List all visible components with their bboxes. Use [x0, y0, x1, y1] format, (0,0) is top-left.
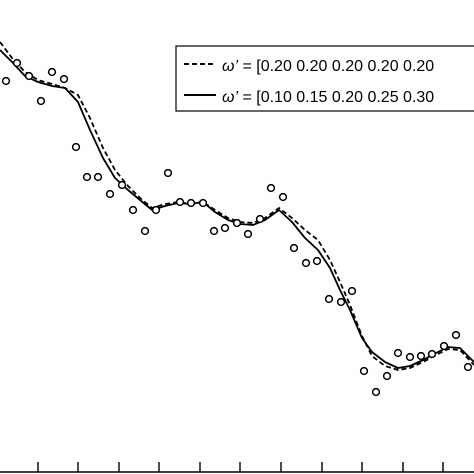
- data-point: [105, 189, 115, 199]
- x-axis: [0, 462, 474, 473]
- legend-text-dashed: = [0.20 0.20 0.20 0.20 0.20: [238, 58, 434, 75]
- data-point: [289, 243, 299, 253]
- data-point: [359, 366, 369, 376]
- data-point: [336, 297, 346, 307]
- data-point: [59, 74, 69, 84]
- data-point: [405, 352, 415, 362]
- data-point: [1, 76, 11, 86]
- data-point: [301, 258, 311, 268]
- data-point: [232, 218, 242, 228]
- data-point: [93, 172, 103, 182]
- data-point: [278, 192, 288, 202]
- legend-box: [175, 45, 474, 112]
- legend-text-solid: = [0.10 0.15 0.20 0.25 0.30: [238, 89, 434, 106]
- data-point: [347, 286, 357, 296]
- legend-symbol-dashed: ω’: [222, 58, 238, 75]
- data-point: [439, 341, 449, 351]
- legend-label-dashed: ω’ = [0.20 0.20 0.20 0.20 0.20: [222, 58, 434, 75]
- data-point: [82, 172, 92, 182]
- legend: ω’ = [0.20 0.20 0.20 0.20 0.20 ω’ = [0.1…: [175, 45, 474, 112]
- data-point: [427, 349, 437, 359]
- points-layer: [1, 58, 473, 397]
- data-point: [209, 226, 219, 236]
- data-point: [463, 362, 473, 372]
- data-point: [266, 183, 276, 193]
- data-point: [12, 58, 22, 68]
- data-point: [140, 226, 150, 236]
- data-point: [24, 71, 34, 81]
- data-point: [255, 214, 265, 224]
- data-point: [451, 330, 461, 340]
- data-point: [36, 96, 46, 106]
- data-point: [324, 294, 334, 304]
- data-point: [175, 197, 185, 207]
- data-point: [117, 180, 127, 190]
- data-point: [47, 67, 57, 77]
- legend-symbol-solid: ω’: [222, 89, 238, 106]
- data-point: [416, 351, 426, 361]
- legend-label-solid: ω’ = [0.10 0.15 0.20 0.25 0.30: [222, 89, 434, 106]
- data-point: [312, 256, 322, 266]
- data-point: [128, 205, 138, 215]
- data-point: [186, 198, 196, 208]
- data-point: [71, 142, 81, 152]
- data-point: [198, 198, 208, 208]
- data-point: [243, 229, 253, 239]
- data-point: [163, 168, 173, 178]
- data-point: [220, 223, 230, 233]
- data-point: [393, 348, 403, 358]
- data-point: [382, 371, 392, 381]
- data-point: [151, 205, 161, 215]
- data-point: [371, 387, 381, 397]
